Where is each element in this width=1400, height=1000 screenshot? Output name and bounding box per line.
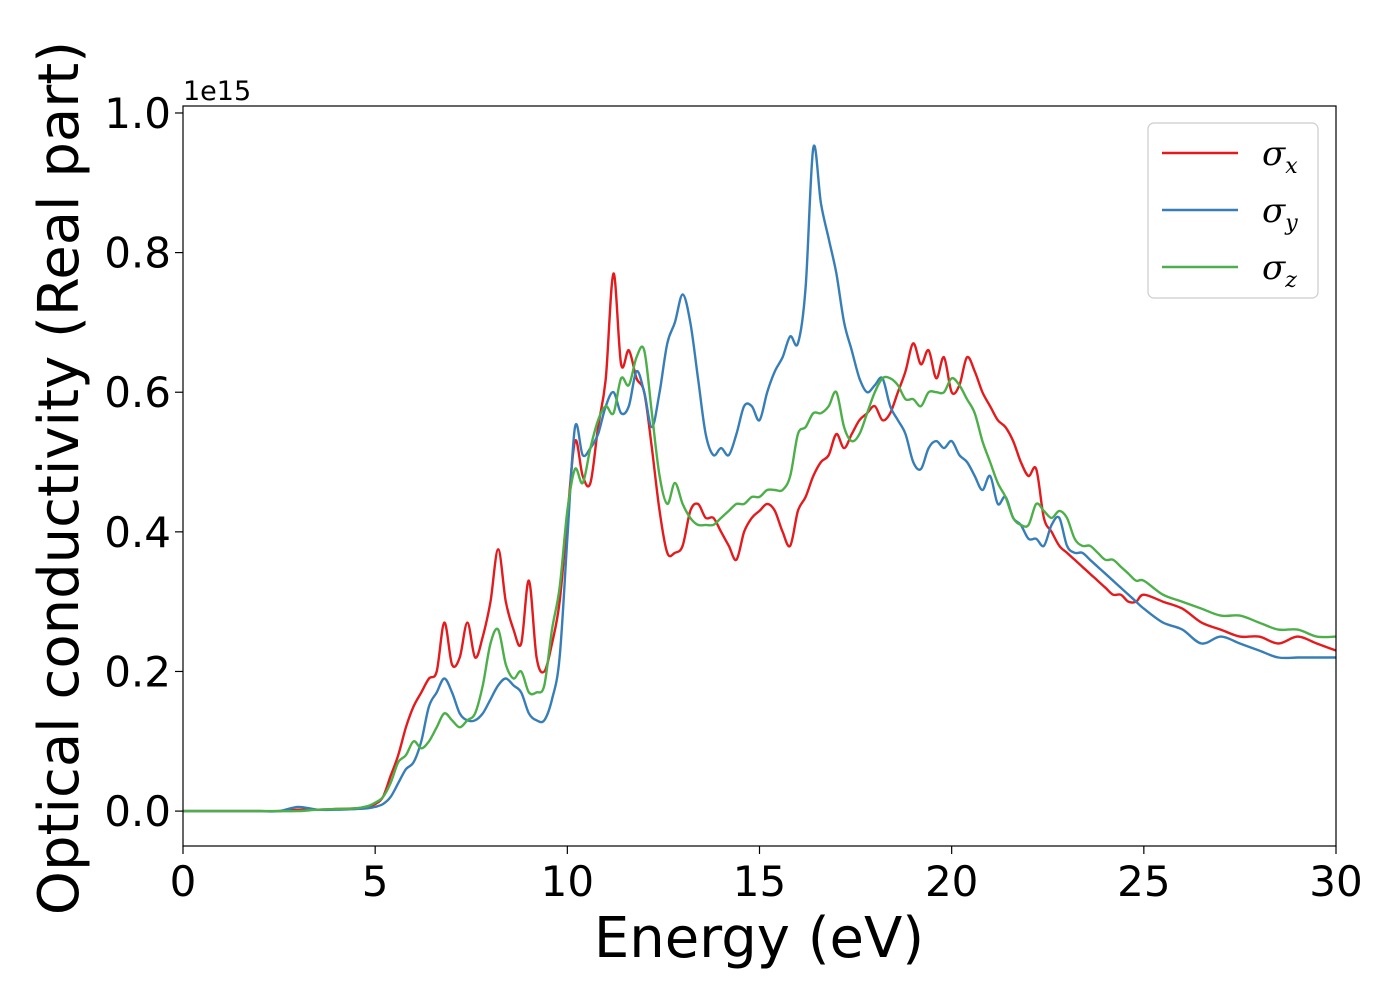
- legend-label-3: σz: [1262, 248, 1297, 293]
- legend-label-2: σy: [1262, 191, 1298, 236]
- x-axis-ticks: 0 5 10 15 20 25 30: [170, 846, 1363, 906]
- y-axis-ticks: 0.0 0.2 0.4 0.6 0.8 1.0: [104, 89, 183, 836]
- y-tick-label: 0.4: [104, 508, 171, 557]
- x-axis-label: Energy (eV): [594, 906, 924, 971]
- x-tick-label: 15: [733, 857, 786, 906]
- series-line-2: [183, 144, 1336, 813]
- plot-area: [182, 105, 1337, 847]
- y-tick-label: 0.8: [104, 229, 171, 278]
- series-line-1: [183, 272, 1336, 813]
- x-tick-label: 0: [170, 857, 197, 906]
- series-layer: [183, 144, 1336, 813]
- legend-label-1: σx: [1262, 134, 1298, 179]
- y-tick-label: 0.0: [104, 787, 171, 836]
- legend: σx σy σz: [1147, 122, 1319, 299]
- y-tick-label: 0.6: [104, 368, 171, 417]
- y-tick-label: 1.0: [104, 89, 171, 138]
- x-tick-label: 5: [362, 857, 389, 906]
- x-tick-label: 25: [1117, 857, 1170, 906]
- series-line-3: [183, 345, 1336, 813]
- x-tick-label: 30: [1309, 857, 1362, 906]
- y-tick-label: 0.2: [104, 647, 171, 696]
- y-offset-label: 1e15: [183, 76, 251, 107]
- y-axis-label: Optical conductivity (Real part): [27, 41, 92, 915]
- x-tick-label: 10: [541, 857, 594, 906]
- x-tick-label: 20: [925, 857, 978, 906]
